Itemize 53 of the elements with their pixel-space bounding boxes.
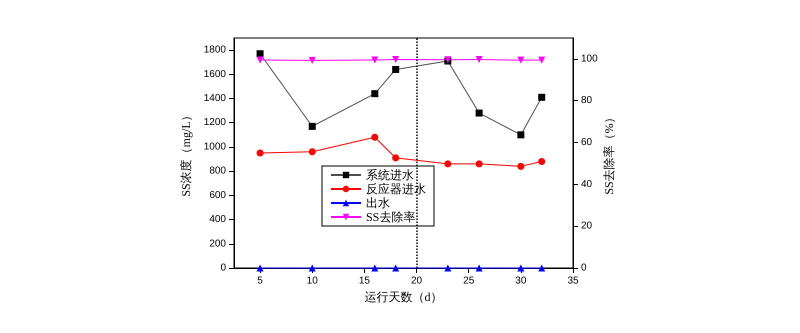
legend-label: SS去除率 [366, 210, 416, 224]
point [444, 160, 452, 168]
point [476, 110, 483, 117]
y2-axis-title: SS去除率（%） [602, 111, 616, 195]
y-tick-label: 1000 [204, 141, 226, 152]
point [371, 134, 378, 141]
y-tick-label: 600 [209, 190, 226, 201]
y2-tick-label: 100 [581, 53, 598, 64]
legend-label: 出水 [366, 196, 390, 210]
y-tick-label: 800 [209, 166, 226, 177]
point [538, 158, 546, 165]
y-tick-label: 1600 [204, 68, 226, 80]
legend-label: 系统进水 [366, 168, 414, 182]
point [444, 264, 452, 272]
x-axis-title: 运行天数（d） [364, 290, 442, 304]
point [538, 94, 546, 101]
point [517, 264, 524, 272]
y-axis-title: SS浓度（mg/L） [179, 109, 193, 197]
point [476, 264, 483, 272]
x-tick-label: 10 [306, 276, 318, 286]
point [538, 264, 546, 272]
y2-tick-label: 20 [581, 220, 593, 232]
y2-tick-label: 40 [581, 178, 593, 190]
point [308, 122, 316, 130]
point [371, 90, 378, 98]
point [392, 154, 400, 162]
y-tick-label: 1200 [204, 117, 226, 128]
point [371, 264, 378, 272]
x-tick-label: 25 [463, 276, 475, 286]
y-tick-label: 400 [209, 214, 226, 226]
point [392, 66, 400, 73]
point [476, 160, 483, 168]
point [308, 148, 316, 156]
y-tick-label: 1800 [204, 44, 226, 56]
point [256, 150, 264, 156]
y2-tick-label: 80 [581, 95, 593, 106]
point [392, 264, 400, 272]
x-tick-label: 20 [410, 276, 423, 286]
point [256, 264, 264, 272]
x-tick-label: 30 [515, 276, 527, 286]
point [308, 264, 316, 272]
y-tick-label: 200 [209, 238, 226, 250]
x-tick-label: 35 [567, 276, 579, 286]
x-tick-label: 15 [358, 276, 370, 286]
point [256, 50, 264, 58]
x-tick-label: 5 [257, 276, 264, 286]
y-tick-label: 1400 [204, 93, 226, 104]
point [517, 131, 524, 138]
point [517, 162, 524, 170]
legend-label: 反应器进水 [366, 182, 426, 196]
y2-tick-label: 60 [581, 137, 593, 148]
y2-tick-label: 0 [581, 262, 587, 274]
y-tick-label: 0 [220, 262, 226, 274]
